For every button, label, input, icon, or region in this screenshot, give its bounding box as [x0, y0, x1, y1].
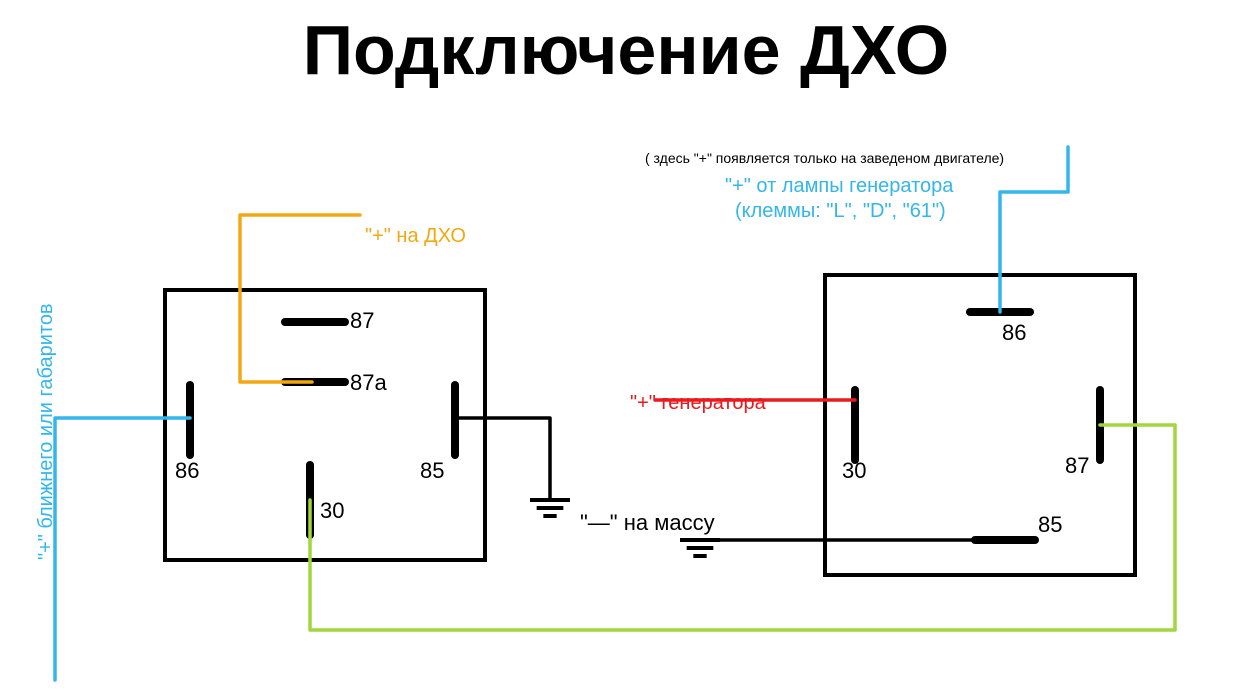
- wire-green_bridge: [310, 425, 1175, 630]
- relay1-box: [165, 290, 485, 560]
- diagram-stage: Подключение ДХО "+" ближнего или габарит…: [0, 0, 1252, 694]
- wire-orange_dho: [240, 215, 360, 382]
- wiring-svg: [0, 0, 1252, 694]
- wire-blue_left: [55, 418, 190, 680]
- wire-blue_top_right: [1000, 147, 1068, 312]
- wire-black_ground1: [455, 418, 550, 500]
- relay2-box: [825, 275, 1135, 575]
